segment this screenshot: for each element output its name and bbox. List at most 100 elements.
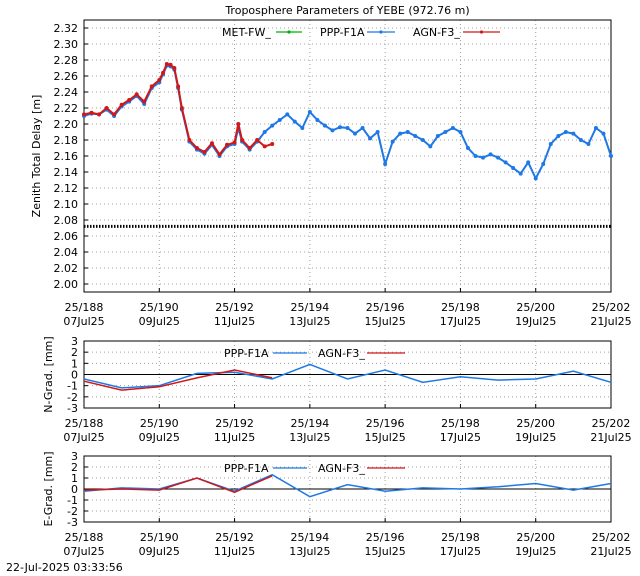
chart-title: Troposphere Parameters of YEBE (972.76 m… [224, 4, 469, 17]
y-tick-label: 2.02 [54, 262, 79, 275]
data-point [277, 118, 282, 122]
x-tick-label-date: 21Jul25 [590, 431, 631, 444]
x-tick-label: 25/190 [140, 301, 179, 314]
data-point [405, 130, 410, 134]
x-tick-label-date: 13Jul25 [289, 545, 330, 558]
x-tick-label-date: 15Jul25 [365, 315, 406, 328]
y-tick-label: 2.10 [54, 198, 79, 211]
data-point [104, 106, 109, 110]
y-tick-label: 2.18 [54, 134, 79, 147]
data-point [609, 154, 613, 158]
data-point [315, 118, 320, 122]
y-tick-label: 2.30 [54, 38, 79, 51]
y-axis-label: Zenith Total Delay [m] [30, 95, 43, 218]
series-line-agn-f3- [83, 369, 273, 391]
series-line-ppp-f1a [83, 363, 612, 389]
data-point [526, 160, 531, 165]
data-point [322, 123, 327, 128]
data-point [578, 138, 583, 142]
y-tick-label: 2.04 [54, 246, 79, 259]
x-tick-label: 25/202 [592, 417, 631, 430]
y-tick-label: -1 [67, 494, 78, 507]
data-point [240, 138, 245, 142]
legend-label: PPP-F1A [224, 347, 269, 360]
data-point [89, 110, 94, 115]
data-point [119, 102, 124, 107]
data-point [368, 136, 373, 141]
data-point [353, 131, 358, 136]
data-point [149, 84, 154, 89]
x-tick-label: 25/200 [516, 301, 555, 314]
data-point [134, 92, 139, 97]
data-point [157, 78, 162, 82]
y-tick-label: 2.20 [54, 118, 79, 131]
x-tick-label-date: 07Jul25 [63, 545, 104, 558]
legend-label: AGN-F3_ [413, 26, 460, 39]
x-tick-label-date: 11Jul25 [214, 315, 255, 328]
data-point [443, 130, 448, 134]
data-point [82, 112, 86, 117]
legend-marker [479, 30, 484, 34]
x-tick-label-date: 19Jul25 [515, 431, 556, 444]
timestamp: 22-Jul-2025 03:33:56 [6, 561, 123, 574]
data-point [556, 134, 561, 138]
x-tick-label: 25/192 [215, 417, 254, 430]
data-point [450, 126, 455, 130]
data-point [488, 152, 493, 157]
data-point [255, 138, 260, 142]
x-tick-label: 25/196 [366, 301, 405, 314]
data-point [518, 171, 523, 176]
series-line-agn-f3- [83, 62, 273, 157]
data-point [571, 131, 576, 136]
data-point [127, 98, 132, 102]
y-tick-label: 2.24 [54, 86, 79, 99]
x-tick-label-date: 15Jul25 [365, 431, 406, 444]
x-tick-label-date: 19Jul25 [515, 315, 556, 328]
y-tick-label: 2.08 [54, 214, 79, 227]
legend-marker [287, 30, 291, 34]
data-point [548, 142, 553, 146]
data-point [292, 119, 297, 124]
data-point [164, 62, 169, 66]
data-point [179, 106, 184, 110]
data-point [262, 144, 267, 149]
x-tick-label: 25/200 [516, 531, 555, 544]
data-point [496, 155, 501, 160]
x-tick-label-date: 09Jul25 [139, 315, 180, 328]
data-point [601, 131, 606, 136]
data-point [307, 110, 312, 114]
data-point [398, 131, 403, 136]
y-tick-label: 2.14 [54, 166, 79, 179]
x-tick-label-date: 21Jul25 [590, 315, 631, 328]
data-point [142, 99, 147, 104]
data-point [390, 139, 395, 144]
x-tick-label: 25/198 [441, 531, 480, 544]
data-point [270, 123, 275, 128]
data-point [511, 166, 516, 170]
data-point [172, 66, 177, 70]
y-tick-label: 2.12 [54, 182, 79, 195]
data-point [217, 152, 222, 157]
data-point [503, 160, 508, 165]
x-tick-label-date: 17Jul25 [440, 431, 481, 444]
data-point [413, 134, 418, 138]
data-point [481, 155, 486, 160]
x-tick-label: 25/192 [215, 301, 254, 314]
y-tick-label: -1 [67, 380, 78, 393]
x-tick-label-date: 13Jul25 [289, 431, 330, 444]
y-tick-label: 2.32 [54, 22, 79, 35]
data-point [586, 142, 591, 146]
x-tick-label: 25/192 [215, 531, 254, 544]
x-tick-label: 25/190 [140, 417, 179, 430]
x-tick-label: 25/198 [441, 301, 480, 314]
data-point [300, 126, 305, 130]
data-point [428, 144, 433, 149]
data-point [187, 138, 192, 142]
data-point [435, 134, 440, 138]
y-tick-label: 2.26 [54, 70, 79, 83]
x-tick-label: 25/194 [291, 531, 330, 544]
y-tick-label: 2 [71, 346, 78, 359]
legend-label: AGN-F3_ [318, 462, 365, 475]
legend-label: AGN-F3_ [318, 347, 365, 360]
legend-marker [379, 30, 383, 34]
